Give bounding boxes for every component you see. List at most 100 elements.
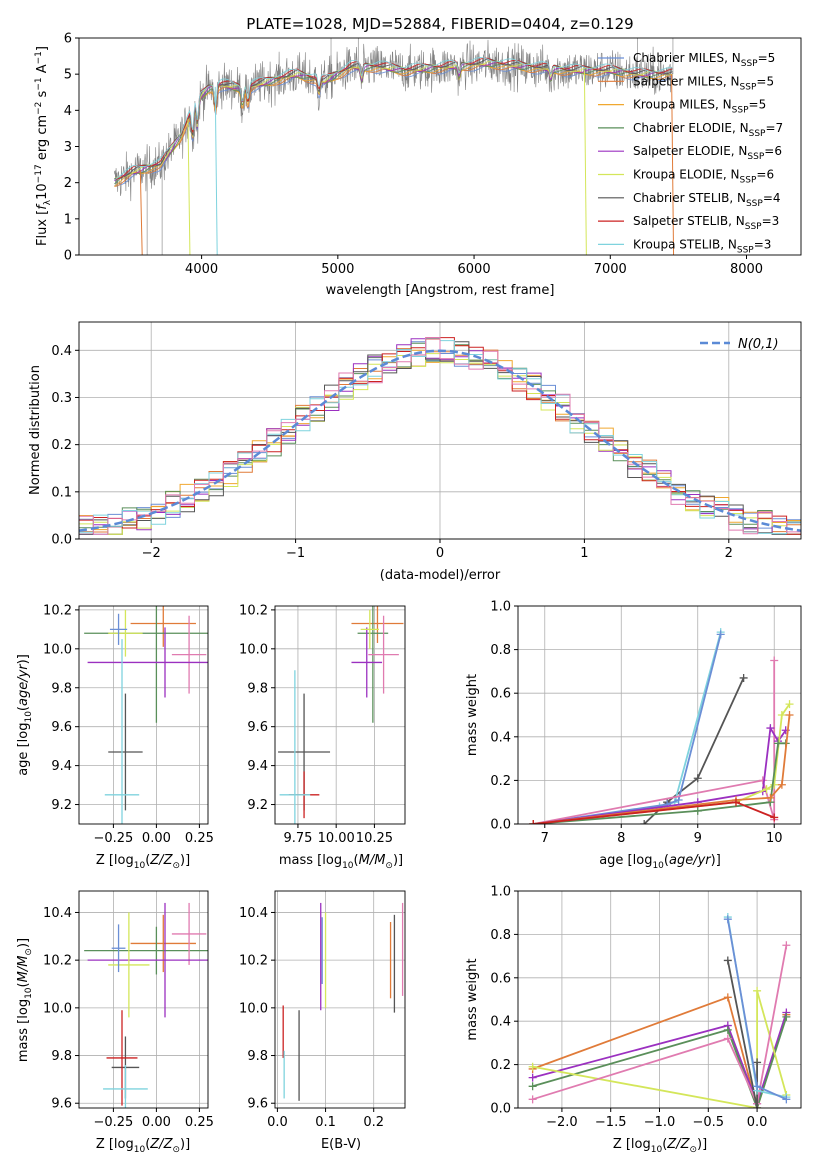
x-tick-label: −1.0	[644, 1115, 676, 1130]
x-tick-label: 2	[725, 546, 733, 561]
x-axis-label: Z [log10(Z/Z⊙)]	[96, 853, 190, 871]
y-tick-label: 0.6	[490, 971, 511, 986]
weight-marker	[693, 774, 702, 783]
legend-label: Kroupa STELIB, NSSP=3	[633, 237, 771, 255]
y-tick-label: 9.8	[247, 1049, 268, 1064]
x-axis-label: E(B-V)	[321, 1137, 361, 1152]
plot-area	[528, 913, 791, 1108]
y-tick-label: 3	[64, 140, 72, 155]
weight-line	[533, 660, 776, 824]
weight-marker	[753, 1104, 762, 1108]
x-tick-label: 0.0	[747, 1115, 768, 1130]
weight-marker	[770, 656, 779, 665]
model-edge	[214, 86, 218, 255]
weight-marker	[782, 1095, 791, 1104]
y-tick-label: 9.4	[51, 759, 72, 774]
y-tick-label: 4	[64, 104, 72, 119]
weight-line	[533, 631, 722, 824]
x-tick-label: −0.5	[693, 1115, 725, 1130]
weight-line	[532, 945, 788, 1107]
x-tick-label: 4000	[185, 262, 218, 277]
panel-z_age: −0.25 0.00 0.25 9.2 9.4 9.6 9.8 10.0 10.2 Z [log1…	[16, 603, 214, 871]
plot-area	[84, 606, 208, 824]
x-tick-label: −2.0	[546, 1115, 578, 1130]
plot-area	[84, 902, 208, 1108]
legend-label: Chabrier MILES, NSSP=5	[633, 51, 775, 69]
y-tick-label: 9.6	[247, 720, 268, 735]
y-tick-label: 0.8	[490, 928, 511, 943]
plot-area	[79, 337, 801, 539]
x-axis-label: mass [log10(M/M⊙)]	[279, 853, 403, 871]
y-axis-label: Flux [fλ10−17 erg cm−2 s−1 A−1]	[34, 46, 53, 246]
weight-marker	[723, 1025, 732, 1034]
weight-line	[532, 1016, 788, 1108]
histogram-step	[79, 337, 801, 539]
weight-marker	[770, 813, 779, 822]
x-tick-label: −2	[142, 546, 161, 561]
panels: 4000 5000 6000 7000 8000 0 1 2 3 4 5 6 wavelength [A…	[16, 32, 802, 1155]
legend: Chabrier MILES, NSSP=5 Salpeter MILES, NS…	[598, 51, 783, 255]
y-tick-label: 9.6	[51, 1097, 72, 1112]
plot-area	[114, 38, 675, 255]
weight-marker	[774, 739, 783, 748]
weight-marker	[723, 1034, 732, 1043]
x-axis-label: age [log10(age/yr)]	[599, 853, 721, 871]
axes-frame	[517, 605, 802, 825]
x-tick-label: 7000	[594, 262, 627, 277]
weight-line	[532, 990, 788, 1108]
weight-marker	[782, 1012, 791, 1021]
y-tick-label: 0.2	[51, 438, 72, 453]
y-tick-label: 10.2	[43, 954, 72, 969]
x-tick-label: 0.25	[185, 831, 214, 846]
x-tick-label: −0.25	[93, 831, 133, 846]
y-tick-label: 5	[64, 68, 72, 83]
y-tick-label: 0.1	[51, 485, 72, 500]
y-tick-label: 0.2	[490, 774, 511, 789]
x-tick-label: −1.5	[595, 1115, 627, 1130]
weight-marker	[785, 711, 794, 719]
y-tick-label: 9.6	[247, 1097, 268, 1112]
legend-label: Kroupa ELODIE, NSSP=6	[633, 168, 774, 186]
axes-frame	[78, 890, 209, 1109]
weight-marker	[785, 700, 794, 709]
y-tick-label: 10.4	[43, 906, 72, 921]
y-tick-label: 10.2	[239, 603, 268, 618]
x-tick-label: −1	[286, 546, 305, 561]
figure-title: PLATE=1028, MJD=52884, FIBERID=0404, z=0…	[246, 15, 633, 33]
plot-area	[529, 628, 794, 824]
weight-marker	[782, 941, 791, 950]
y-tick-label: 10.4	[239, 906, 268, 921]
x-tick-label: −0.25	[93, 1115, 133, 1130]
legend-label: Salpeter ELODIE, NSSP=6	[633, 144, 782, 162]
panel-age_massweight: 7 8 9 10 0.0 0.2 0.4 0.6 0.8 1.0 age [log10(age/yr…	[465, 600, 802, 871]
axes-frame	[274, 605, 406, 825]
y-tick-label: 6	[64, 32, 72, 47]
y-tick-label: 9.2	[247, 798, 268, 813]
x-tick-label: 6000	[458, 262, 491, 277]
y-tick-label: 9.2	[51, 798, 72, 813]
weight-marker	[528, 1095, 537, 1104]
model-edge	[187, 119, 191, 255]
panel-z_mass: −0.25 0.00 0.25 9.6 9.8 10.0 10.2 10.4 Z [log10(…	[16, 890, 214, 1155]
weight-marker	[528, 1062, 537, 1071]
weight-marker	[528, 1082, 537, 1091]
plot-area	[282, 902, 404, 1101]
y-axis-label: Normed distribution	[28, 365, 43, 495]
y-tick-label: 0.4	[51, 344, 72, 359]
x-tick-label: 0.1	[315, 1115, 336, 1130]
weight-marker	[766, 793, 775, 802]
legend-label: Chabrier ELODIE, NSSP=7	[633, 121, 783, 139]
weight-marker	[777, 780, 786, 789]
weight-marker	[766, 724, 775, 733]
y-tick-label: 1.0	[490, 600, 511, 615]
x-tick-label: 8000	[730, 262, 763, 277]
weight-marker	[777, 711, 786, 719]
x-axis-label: wavelength [Angstrom, rest frame]	[326, 283, 555, 298]
x-axis-label: Z [log10(Z/Z⊙)]	[613, 1137, 707, 1155]
y-tick-label: 1.0	[490, 885, 511, 900]
weight-marker	[640, 820, 649, 824]
weight-marker	[731, 798, 740, 807]
x-tick-label: 8	[617, 831, 625, 846]
x-tick-label: 0.2	[363, 1115, 384, 1130]
weight-marker	[762, 785, 771, 794]
